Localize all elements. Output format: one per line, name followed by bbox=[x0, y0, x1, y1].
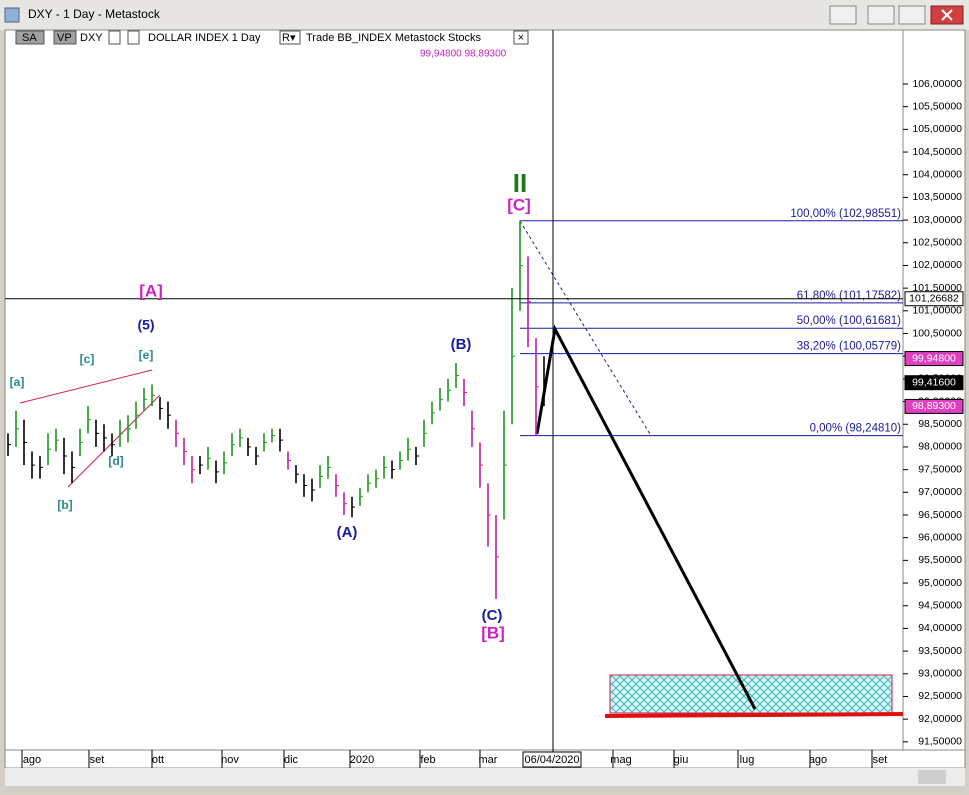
restore-button[interactable] bbox=[829, 5, 857, 25]
y-tick-label: 95,50000 bbox=[918, 554, 962, 566]
x-tick-label: set bbox=[90, 754, 105, 766]
y-tick-label: 102,50000 bbox=[912, 237, 962, 249]
scrollbar[interactable] bbox=[5, 768, 965, 786]
symbol: DXY bbox=[80, 32, 103, 44]
x-tick-label: ago bbox=[809, 754, 827, 766]
y-tick-label: 98,50000 bbox=[918, 418, 962, 430]
security-name: DOLLAR INDEX 1 Day bbox=[148, 32, 261, 44]
r-button[interactable] bbox=[279, 30, 301, 45]
y-tick-label: 96,00000 bbox=[918, 531, 962, 543]
wave-label: [a] bbox=[10, 375, 25, 389]
minimize-button[interactable] bbox=[867, 5, 895, 25]
x-tick-label: mar bbox=[479, 754, 498, 766]
x-tick-label: set bbox=[873, 754, 888, 766]
y-tick-label: 93,00000 bbox=[918, 668, 962, 680]
x-tick-label: giu bbox=[674, 754, 689, 766]
y-tick-label: 96,50000 bbox=[918, 509, 962, 521]
y-tick-label: 105,00000 bbox=[912, 123, 962, 135]
x-tick-label: nov bbox=[221, 754, 239, 766]
name-dropdown[interactable] bbox=[127, 30, 140, 45]
y-tick-label: 94,00000 bbox=[918, 622, 962, 634]
y-tick-label: 103,00000 bbox=[912, 214, 962, 226]
r-label: R▾ bbox=[282, 32, 296, 44]
sa-button[interactable] bbox=[15, 30, 45, 45]
x-tick-label: lug bbox=[740, 754, 755, 766]
y-tick-label: 101,50000 bbox=[912, 282, 962, 294]
y-tick-label: 94,50000 bbox=[918, 600, 962, 612]
close-chart-label: × bbox=[518, 32, 524, 44]
vp-button[interactable] bbox=[53, 30, 77, 45]
app-icon bbox=[4, 7, 20, 23]
data-source: Trade BB_INDEX Metastock Stocks bbox=[306, 32, 482, 44]
wave-label: (B) bbox=[451, 336, 472, 353]
sa-label: SA bbox=[22, 32, 37, 44]
y-tick-label: 98,00000 bbox=[918, 441, 962, 453]
projection-path bbox=[535, 324, 757, 710]
support-line bbox=[604, 712, 904, 718]
y-tick-label: 93,50000 bbox=[918, 645, 962, 657]
wave-label: (5) bbox=[137, 317, 154, 333]
x-tick-label: ott bbox=[152, 754, 164, 766]
wave-label: [d] bbox=[108, 454, 123, 468]
x-tick-label: dic bbox=[284, 754, 299, 766]
price-marker bbox=[904, 375, 964, 391]
y-tick-label: 92,50000 bbox=[918, 690, 962, 702]
wave-label: (C) bbox=[482, 607, 503, 624]
wave-label: [B] bbox=[481, 623, 505, 642]
plot-area bbox=[4, 29, 904, 751]
wave-label: [C] bbox=[507, 195, 531, 214]
scroll-thumb[interactable] bbox=[918, 770, 946, 784]
fib-label: 38,20% (100,05779) bbox=[797, 341, 901, 353]
y-tick-label: 104,00000 bbox=[912, 169, 962, 181]
x-tick-label: mag bbox=[610, 754, 631, 766]
maximize-button[interactable] bbox=[898, 5, 926, 25]
drawings bbox=[19, 30, 904, 768]
wave-label: [c] bbox=[80, 352, 95, 366]
y-tick-label: 106,00000 bbox=[912, 78, 962, 90]
cursor-date: 06/04/2020 bbox=[524, 754, 579, 766]
close-chart-button[interactable] bbox=[513, 30, 529, 45]
y-tick-label: 101,00000 bbox=[912, 305, 962, 317]
price-marker bbox=[904, 398, 964, 414]
wave-label: (A) bbox=[337, 524, 358, 541]
y-tick-label: 103,50000 bbox=[912, 191, 962, 203]
vp-label: VP bbox=[57, 32, 72, 44]
price-marker-label: 101,26682 bbox=[909, 293, 959, 305]
y-tick-label: 104,50000 bbox=[912, 146, 962, 158]
indicator-values: 99,94800 98,89300 bbox=[420, 49, 507, 60]
trendline bbox=[19, 369, 153, 404]
window-title: DXY - 1 Day - Metastock bbox=[28, 7, 161, 21]
y-tick-label: 92,00000 bbox=[918, 713, 962, 725]
y-tick-label: 102,00000 bbox=[912, 259, 962, 271]
y-tick-label: 100,50000 bbox=[912, 327, 962, 339]
x-tick-label: 2020 bbox=[350, 754, 374, 766]
x-tick-label: feb bbox=[420, 754, 435, 766]
fib-label: 50,00% (100,61681) bbox=[797, 315, 901, 327]
price-marker-label: 99,94800 bbox=[912, 352, 956, 364]
fib-label: 61,80% (101,17582) bbox=[797, 290, 901, 302]
wave-label: [e] bbox=[139, 348, 154, 362]
symbol-dropdown[interactable] bbox=[108, 30, 121, 45]
wave-label: II bbox=[513, 168, 527, 198]
wave-label: [b] bbox=[57, 498, 72, 512]
target-zone bbox=[609, 674, 893, 714]
window-buttons[interactable] bbox=[829, 5, 964, 25]
title-bar bbox=[0, 0, 969, 30]
fib-label: 100,00% (102,98551) bbox=[790, 208, 901, 220]
price-marker-label: 99,41600 bbox=[912, 376, 956, 388]
wave-label: [A] bbox=[139, 281, 163, 300]
cursor-date-box bbox=[522, 751, 582, 768]
y-tick-label: 97,00000 bbox=[918, 486, 962, 498]
price-marker bbox=[904, 291, 964, 307]
x-tick-label: ago bbox=[23, 754, 41, 766]
y-tick-label: 95,00000 bbox=[918, 577, 962, 589]
fib-label: 0,00% (98,24810) bbox=[810, 423, 902, 435]
y-tick-label: 105,50000 bbox=[912, 100, 962, 112]
y-tick-label: 97,50000 bbox=[918, 463, 962, 475]
price-marker bbox=[904, 351, 964, 367]
price-marker-label: 98,89300 bbox=[912, 400, 956, 412]
y-tick-label: 91,50000 bbox=[918, 736, 962, 748]
